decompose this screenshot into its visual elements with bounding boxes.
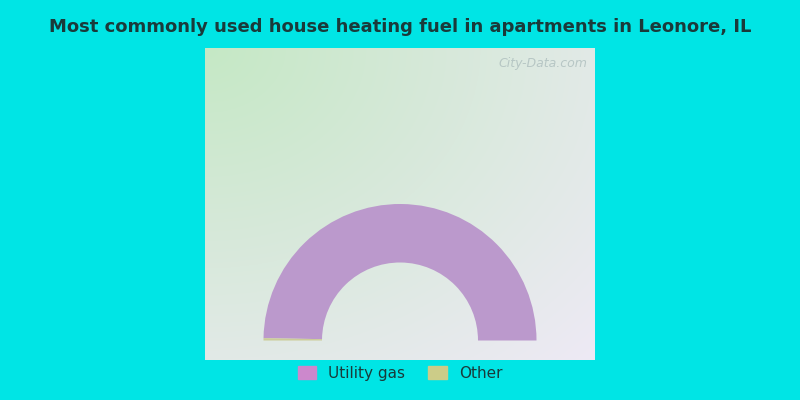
Text: City-Data.com: City-Data.com <box>498 57 587 70</box>
Text: Most commonly used house heating fuel in apartments in Leonore, IL: Most commonly used house heating fuel in… <box>49 18 751 36</box>
Wedge shape <box>263 338 322 340</box>
Wedge shape <box>263 204 537 340</box>
Legend: Utility gas, Other: Utility gas, Other <box>290 358 510 388</box>
